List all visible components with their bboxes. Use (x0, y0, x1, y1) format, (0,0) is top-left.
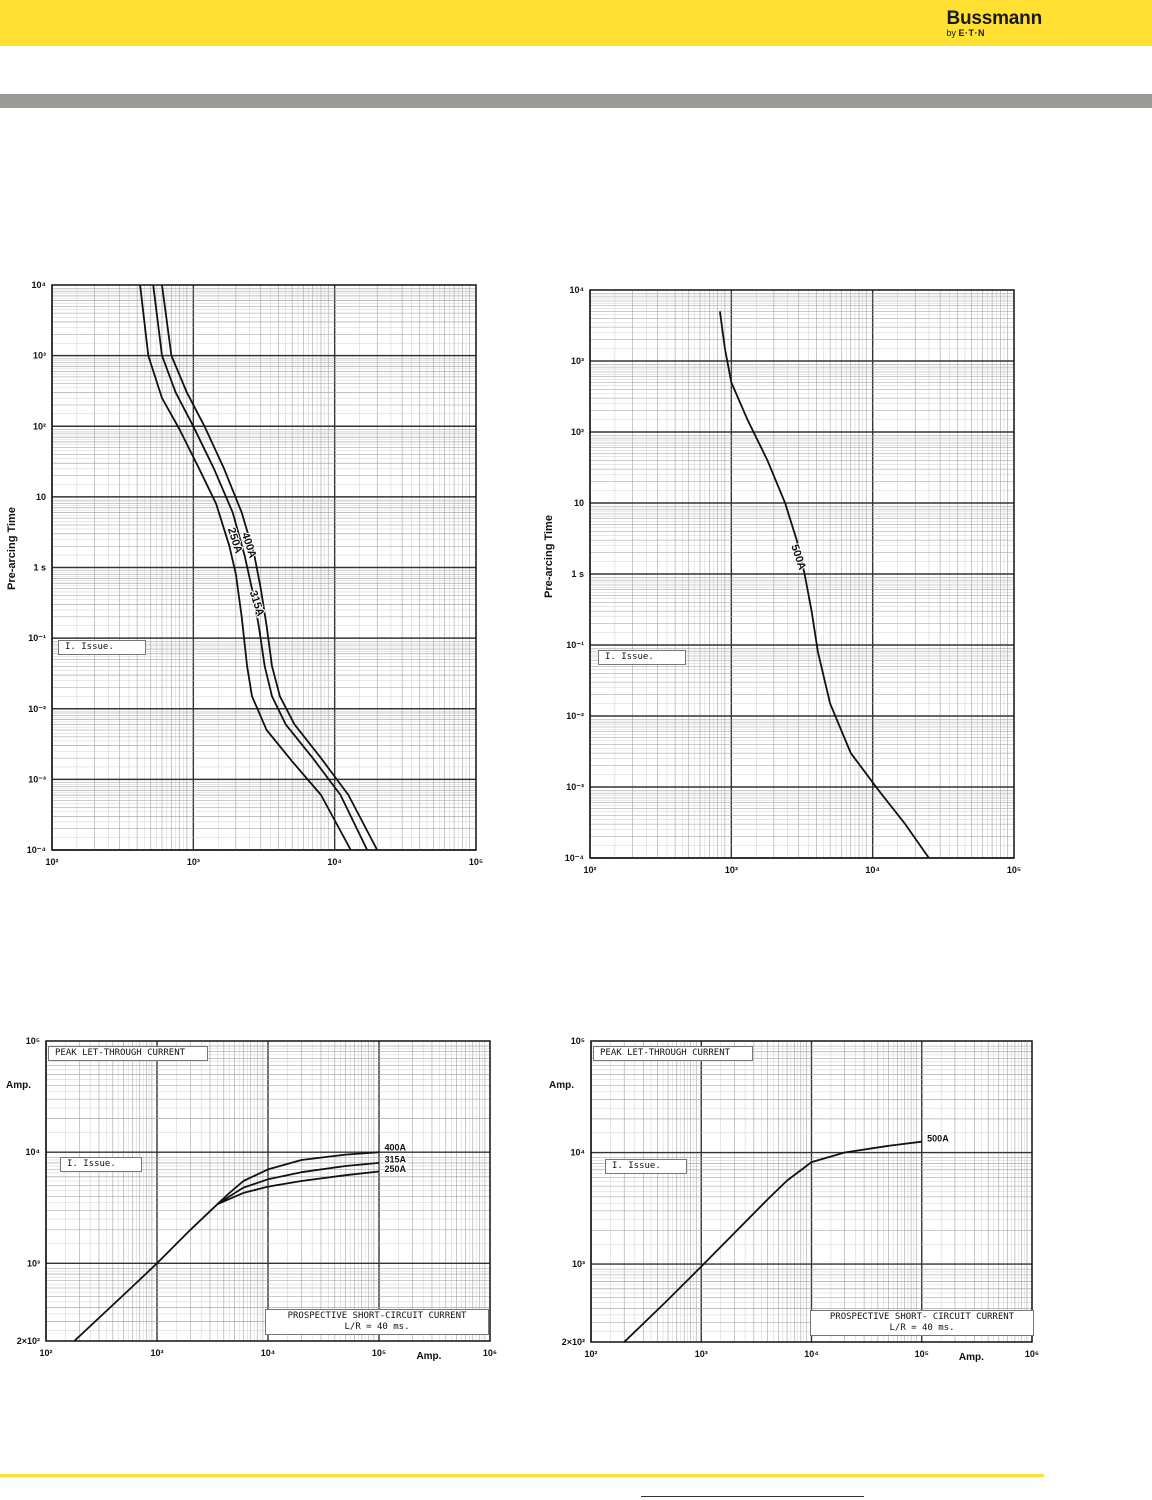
chart4-ytick-label: 10⁴ (571, 1148, 585, 1158)
chart2-xtick-label: 10³ (725, 865, 738, 875)
chart1-series-315A (152, 284, 369, 851)
chart4-xtick-label: 10⁴ (804, 1349, 818, 1359)
chart3-series-label: 315A (384, 1154, 406, 1164)
chart2-series-label: 500A (788, 543, 808, 572)
chart3-xtick-label: 10³ (150, 1348, 163, 1358)
chart2-xtick-label: 10² (583, 865, 596, 875)
chart1-xtick-label: 10⁵ (469, 857, 483, 867)
chart3-series-400A (216, 1151, 380, 1205)
chart3-series-250A (217, 1170, 380, 1206)
chart1-ytick-label: 10³ (33, 351, 46, 361)
chart2-xtick-label: 10⁵ (1007, 865, 1021, 875)
chart3-series-315A (216, 1162, 380, 1205)
section-band (0, 94, 1152, 108)
chart4-peak-note: PEAK LET-THROUGH CURRENT (593, 1046, 753, 1061)
chart3-ytick-label: 10³ (27, 1258, 40, 1268)
chart2-ytick-label: 10³ (571, 356, 584, 366)
chart4-series-500A (623, 1140, 922, 1343)
chart2-ytick-label: 10⁻¹ (566, 640, 584, 650)
chart3-xtick-label: 10⁴ (261, 1348, 275, 1358)
brand-logo: Bussmann by E·T·N (946, 8, 1042, 38)
chart2-ytick-label: 10⁴ (570, 285, 584, 295)
chart1-grid (51, 285, 476, 851)
brand-subline: by E·T·N (946, 28, 1042, 38)
chart3-prospective-line: PROSPECTIVE SHORT-CIRCUIT CURRENT (287, 1311, 467, 1321)
chart3-series-common (73, 1203, 219, 1342)
chart3-ytick-label: 10⁵ (26, 1036, 40, 1046)
chart2-ytick-label: 10⁻⁴ (565, 853, 584, 863)
chart2-issue-note: I. Issue. (598, 650, 686, 665)
chart3-series-label: 250A (384, 1164, 406, 1174)
chart3-prospective-note: PROSPECTIVE SHORT-CIRCUIT CURRENT L/R = … (265, 1309, 489, 1335)
chart3-ytick-label: 10⁴ (26, 1147, 40, 1157)
chart4-frame (590, 1040, 1033, 1343)
chart3-series-label: 400A (384, 1143, 406, 1153)
chart1-series-400A (161, 284, 378, 851)
chart1-issue-note: I. Issue. (58, 640, 146, 655)
chart4-ytick-label: 10⁵ (571, 1036, 585, 1046)
chart3-peak-note: PEAK LET-THROUGH CURRENT (48, 1046, 208, 1061)
chart3-xtick-label: 10⁶ (483, 1348, 497, 1358)
chart2-ytick-label: 10² (571, 427, 584, 437)
chart1-ytick-label: 10² (33, 421, 46, 431)
chart4-ytick-label: 10³ (572, 1259, 585, 1269)
chart4-ytick-label: 2×10² (562, 1337, 585, 1347)
chart2-ytick-label: 10⁻³ (566, 782, 584, 792)
footer-rule (641, 1496, 864, 1497)
chart3-frame (45, 1040, 491, 1342)
chart2-series-500A (719, 311, 930, 859)
chart3-xtick-label: 10⁵ (372, 1348, 386, 1358)
chart4-xtick-label: 10² (584, 1349, 597, 1359)
chart1-xtick-label: 10⁴ (327, 857, 341, 867)
chart4-peak-let-through-500: 10² 10³ 10⁴ 10⁵ 10⁶ Amp. 10⁵ 10⁴ 10³ 2×10² 500A (562, 1036, 1039, 1363)
chart1-prearcing-250-400: 10² 10³ 10⁴ 10⁵ 10⁴ 10³ 10² 10 1 s 10⁻¹ 10⁻² 10⁻³ 10… (27, 280, 483, 867)
chart2-ytick-label: 10⁻² (566, 711, 584, 721)
chart2-ylabel: Pre-arcing Time (543, 515, 555, 598)
chart4-prospective-line: PROSPECTIVE SHORT- CIRCUIT CURRENT (829, 1312, 1015, 1322)
chart1-xtick-label: 10³ (187, 857, 200, 867)
chart4-xtick-label: 10⁵ (915, 1349, 929, 1359)
chart4-xtick-label: 10⁶ (1025, 1349, 1039, 1359)
chart1-ytick-label: 10⁻⁴ (27, 845, 46, 855)
chart2-xtick-label: 10⁴ (865, 865, 879, 875)
chart3-ylabel: Amp. (6, 1080, 31, 1091)
chart4-lr-line: L/R = 40 ms. (889, 1323, 955, 1333)
chart1-ytick-label: 10⁴ (32, 280, 46, 290)
chart1-xtick-label: 10² (45, 857, 58, 867)
footer-line (0, 1474, 1044, 1477)
header-bar (0, 0, 1152, 46)
chart1-ytick-label: 10 (36, 492, 46, 502)
chart4-prospective-note: PROSPECTIVE SHORT- CIRCUIT CURRENT L/R =… (810, 1310, 1034, 1336)
chart3-grid (45, 1041, 490, 1342)
chart3-issue-note: I. Issue. (60, 1157, 142, 1172)
chart2-prearcing-500: 10² 10³ 10⁴ 10⁵ 10⁴ 10³ 10² 10 1 s 10⁻¹ 10⁻² 10⁻³ 10… (565, 285, 1021, 875)
chart1-frame (51, 284, 477, 851)
brand-by: by (946, 28, 956, 38)
chart1-ylabel: Pre-arcing Time (6, 507, 18, 590)
brand-name: Bussmann (946, 8, 1042, 29)
chart1-ytick-label: 10⁻³ (28, 774, 46, 784)
chart2-frame (589, 289, 1015, 859)
chart2-ytick-label: 10 (574, 498, 584, 508)
chart4-xlabel: Amp. (959, 1352, 984, 1363)
chart4-xtick-label: 10³ (695, 1349, 708, 1359)
chart2-ytick-label: 1 s (571, 569, 584, 579)
chart3-lr-line: L/R = 40 ms. (344, 1322, 410, 1332)
chart3-xlabel: Amp. (416, 1351, 441, 1362)
chart1-ytick-label: 10⁻² (28, 704, 46, 714)
chart1-ytick-label: 1 s (33, 563, 46, 573)
chart4-issue-note: I. Issue. (605, 1159, 687, 1174)
chart3-peak-let-through-250-400: 10² 10³ 10⁴ 10⁵ 10⁶ Amp. 10⁵ 10⁴ 10³ 2×10² 400A315… (17, 1036, 497, 1362)
brand-parent: E·T·N (958, 28, 985, 38)
chart4-grid (590, 1041, 1032, 1343)
chart3-ytick-label: 2×10² (17, 1336, 40, 1346)
chart1-series-250A (139, 284, 352, 851)
chart4-ylabel: Amp. (549, 1080, 574, 1091)
chart3-xtick-label: 10² (39, 1348, 52, 1358)
chart1-ytick-label: 10⁻¹ (28, 633, 46, 643)
chart4-series-label: 500A (927, 1134, 949, 1144)
chart2-grid (589, 290, 1014, 859)
